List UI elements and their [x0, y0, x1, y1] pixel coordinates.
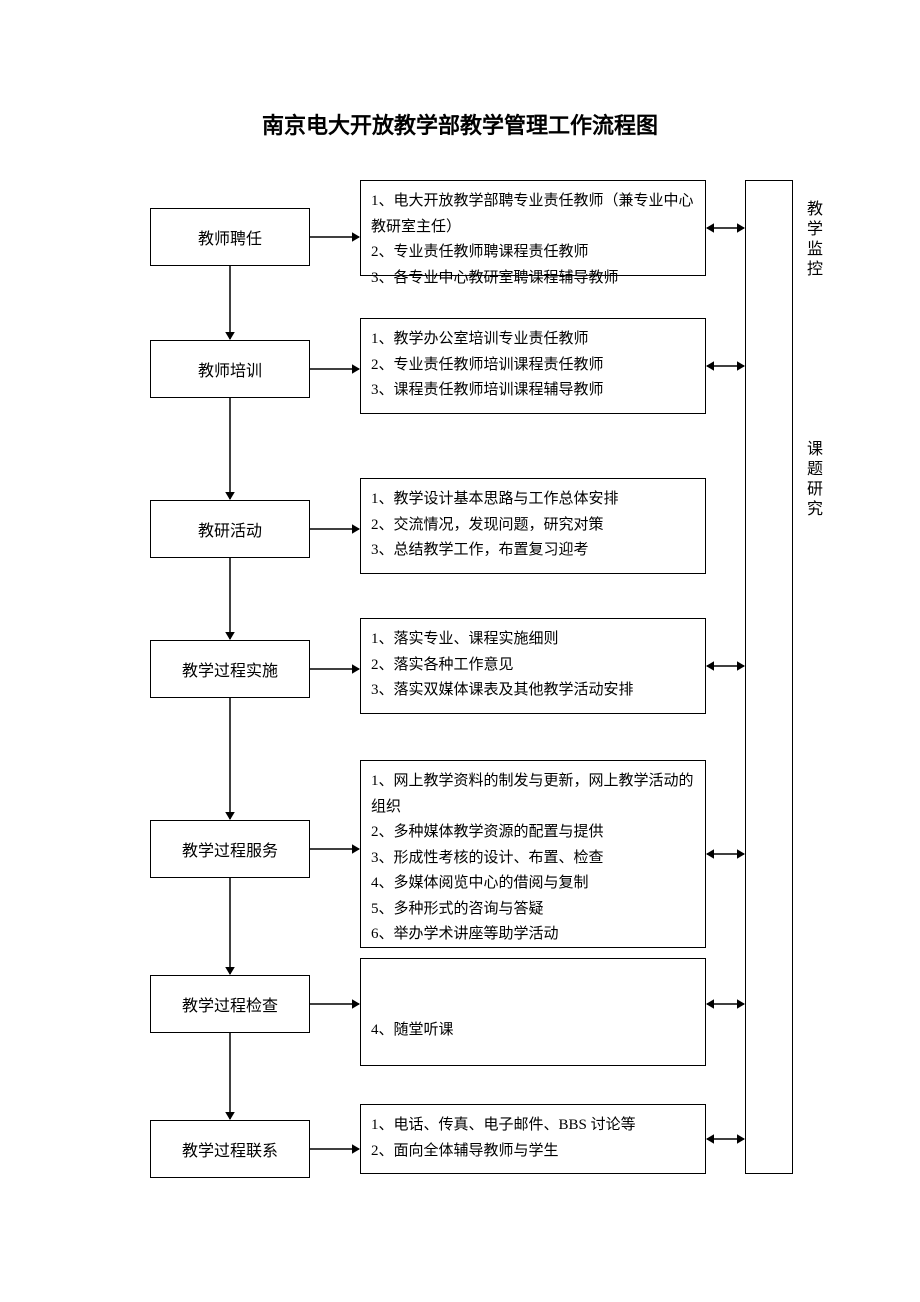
detail-line: 4、多媒体阅览中心的借阅与复制: [371, 871, 695, 897]
detail-line: 2、专业责任教师培训课程责任教师: [371, 353, 695, 379]
step-label: 教学过程联系: [182, 1137, 278, 1161]
detail-line: 2、交流情况，发现问题，研究对策: [371, 513, 695, 539]
detail-box-7: 1、电话、传真、电子邮件、BBS 讨论等2、面向全体辅导教师与学生: [360, 1104, 706, 1174]
detail-line: 1、网上教学资料的制发与更新，网上教学活动的组织: [371, 769, 695, 820]
step-label: 教学过程检查: [182, 992, 278, 1016]
detail-box-2: 1、教学办公室培训专业责任教师2、专业责任教师培训课程责任教师3、课程责任教师培…: [360, 318, 706, 414]
detail-line: 6、举办学术讲座等助学活动: [371, 922, 695, 948]
step-box-3: 教研活动: [150, 500, 310, 558]
detail-line: 1、电话、传真、电子邮件、BBS 讨论等: [371, 1113, 695, 1139]
detail-line: 4、随堂听课: [371, 1018, 695, 1044]
step-box-7: 教学过程联系: [150, 1120, 310, 1178]
detail-line: 5、多种形式的咨询与答疑: [371, 897, 695, 923]
step-box-6: 教学过程检查: [150, 975, 310, 1033]
detail-line: 1、教学设计基本思路与工作总体安排: [371, 487, 695, 513]
detail-line: 3、课程责任教师培训课程辅导教师: [371, 378, 695, 404]
detail-line: 2、专业责任教师聘课程责任教师: [371, 240, 695, 266]
detail-line: 2、多种媒体教学资源的配置与提供: [371, 820, 695, 846]
step-label: 教师培训: [198, 357, 262, 381]
sidebar-label-1: 教学监控: [800, 200, 824, 280]
step-box-4: 教学过程实施: [150, 640, 310, 698]
detail-line: 1、电大开放教学部聘专业责任教师（兼专业中心教研室主任）: [371, 189, 695, 240]
step-label: 教研活动: [198, 517, 262, 541]
detail-line: [371, 993, 695, 1019]
detail-box-5: 1、网上教学资料的制发与更新，网上教学活动的组织2、多种媒体教学资源的配置与提供…: [360, 760, 706, 948]
step-label: 教师聘任: [198, 225, 262, 249]
detail-line: [371, 967, 695, 993]
step-label: 教学过程服务: [182, 837, 278, 861]
detail-line: 1、落实专业、课程实施细则: [371, 627, 695, 653]
step-box-2: 教师培训: [150, 340, 310, 398]
page-title: 南京电大开放教学部教学管理工作流程图: [0, 108, 920, 140]
detail-line: 3、形成性考核的设计、布置、检查: [371, 846, 695, 872]
detail-line: 2、落实各种工作意见: [371, 653, 695, 679]
detail-box-6: 4、随堂听课: [360, 958, 706, 1066]
sidebar-label-2: 课题研究: [800, 440, 824, 520]
detail-line: 3、各专业中心教研室聘课程辅导教师: [371, 266, 695, 292]
step-label: 教学过程实施: [182, 657, 278, 681]
detail-box-3: 1、教学设计基本思路与工作总体安排2、交流情况，发现问题，研究对策3、总结教学工…: [360, 478, 706, 574]
step-box-1: 教师聘任: [150, 208, 310, 266]
detail-box-4: 1、落实专业、课程实施细则2、落实各种工作意见3、落实双媒体课表及其他教学活动安…: [360, 618, 706, 714]
detail-line: 2、面向全体辅导教师与学生: [371, 1139, 695, 1165]
step-box-5: 教学过程服务: [150, 820, 310, 878]
detail-line: 3、落实双媒体课表及其他教学活动安排: [371, 678, 695, 704]
detail-line: 1、教学办公室培训专业责任教师: [371, 327, 695, 353]
sidebar-box: [745, 180, 793, 1174]
detail-box-1: 1、电大开放教学部聘专业责任教师（兼专业中心教研室主任）2、专业责任教师聘课程责…: [360, 180, 706, 276]
detail-line: 3、总结教学工作，布置复习迎考: [371, 538, 695, 564]
flowchart-page: 南京电大开放教学部教学管理工作流程图 教师聘任 教师培训 教研活动 教学过程实施…: [0, 0, 920, 1302]
